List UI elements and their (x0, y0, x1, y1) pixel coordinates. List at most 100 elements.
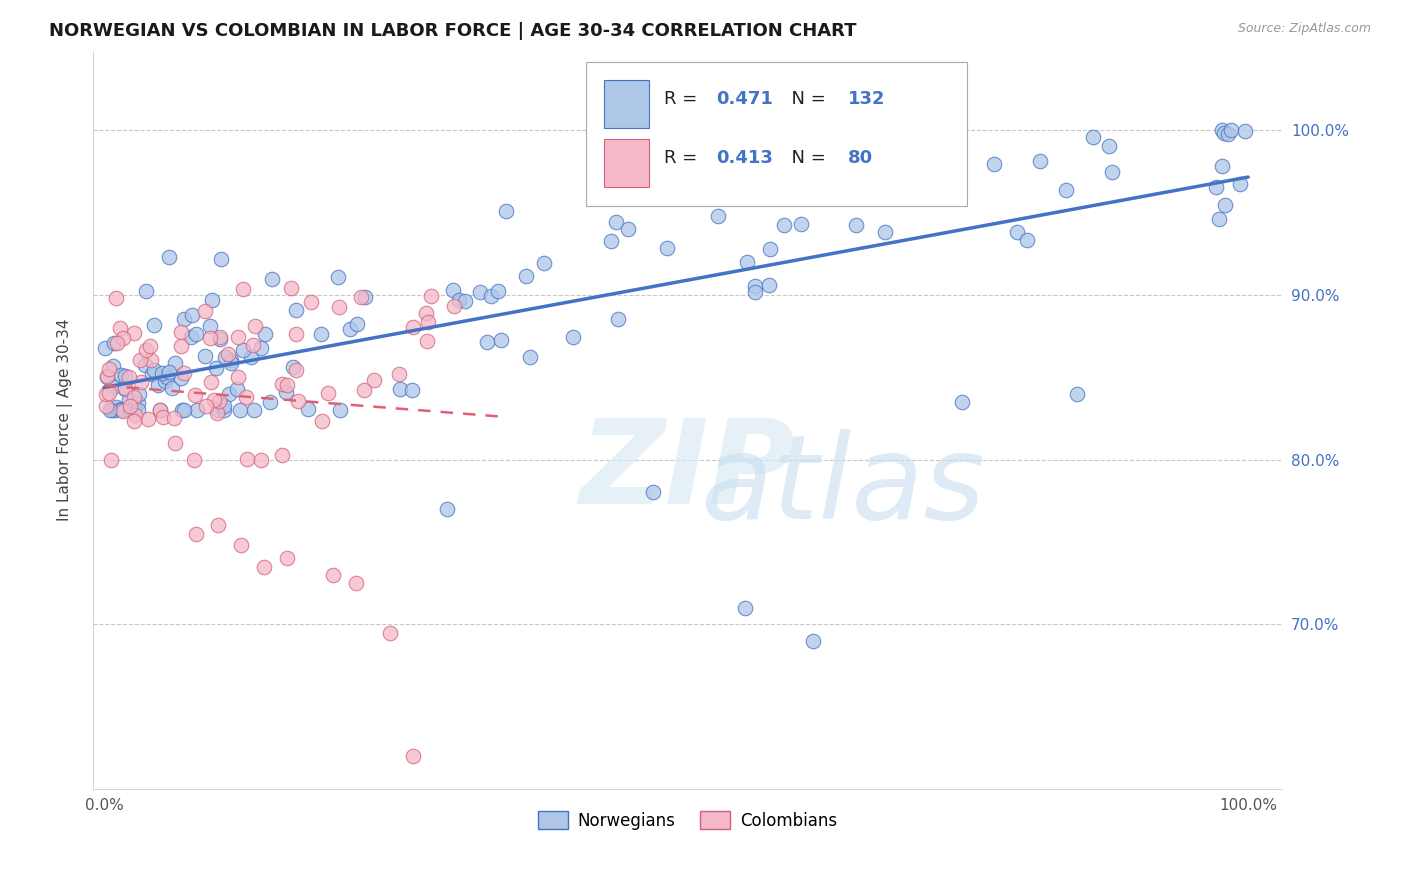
Point (157, 365, 180, 379)
Point (873, 225, 896, 239)
Point (186, 403, 208, 417)
Text: 0.413: 0.413 (716, 149, 773, 167)
Point (143, 318, 166, 333)
Point (207, 518, 229, 533)
Point (605, 215, 627, 229)
Point (378, 625, 401, 640)
Point (240, 351, 263, 365)
Point (111, 403, 134, 417)
Point (204, 361, 226, 376)
Point (454, 293, 477, 308)
Text: R =: R = (664, 90, 703, 108)
Point (94, 341, 117, 355)
Point (848, 146, 870, 161)
Point (180, 330, 202, 344)
Point (758, 278, 780, 293)
Point (475, 334, 498, 349)
Point (122, 414, 145, 428)
Point (194, 303, 217, 318)
Point (100, 452, 122, 467)
Point (1081, 130, 1104, 145)
Point (1205, 180, 1227, 194)
Point (616, 222, 638, 236)
Point (270, 448, 292, 462)
Point (242, 337, 264, 351)
Point (790, 217, 813, 231)
Point (148, 403, 170, 417)
Point (184, 326, 207, 341)
Point (212, 400, 235, 414)
Text: Source: ZipAtlas.com: Source: ZipAtlas.com (1237, 22, 1371, 36)
Point (1066, 386, 1088, 401)
Point (163, 410, 186, 425)
Point (950, 394, 973, 409)
Point (101, 403, 124, 417)
Point (231, 538, 253, 552)
Point (259, 395, 281, 409)
Point (96, 369, 118, 384)
Point (207, 403, 229, 417)
Bar (605, 139, 650, 187)
Point (735, 255, 758, 269)
Point (138, 339, 160, 353)
Point (326, 269, 349, 284)
Point (170, 325, 193, 339)
Point (284, 303, 307, 318)
Point (418, 315, 440, 329)
Point (184, 526, 207, 541)
Point (281, 360, 304, 375)
Point (311, 414, 333, 428)
Point (1211, 159, 1233, 173)
Point (212, 403, 235, 417)
Point (235, 390, 257, 404)
Point (209, 330, 232, 344)
Text: 132: 132 (848, 90, 886, 108)
Point (127, 396, 149, 410)
Point (353, 290, 375, 304)
Point (643, 485, 665, 500)
Point (170, 371, 193, 385)
Point (162, 381, 184, 395)
Point (1017, 233, 1039, 247)
Point (515, 268, 537, 283)
Point (877, 123, 900, 137)
Point (346, 317, 368, 331)
Point (1054, 183, 1077, 197)
Point (173, 312, 195, 326)
Text: NORWEGIAN VS COLOMBIAN IN LABOR FORCE | AGE 30-34 CORRELATION CHART: NORWEGIAN VS COLOMBIAN IN LABOR FORCE | … (49, 22, 856, 40)
Point (533, 256, 555, 270)
Point (201, 293, 224, 308)
Point (402, 319, 425, 334)
Point (388, 368, 411, 382)
Point (184, 388, 207, 402)
Point (139, 353, 162, 368)
Point (94, 399, 117, 413)
Point (114, 381, 136, 395)
Point (274, 384, 297, 399)
Point (1029, 153, 1052, 168)
Point (101, 359, 124, 374)
Point (1213, 198, 1236, 212)
Point (600, 235, 623, 249)
Point (134, 358, 156, 372)
Point (219, 353, 242, 368)
Y-axis label: In Labor Force | Age 30-34: In Labor Force | Age 30-34 (58, 318, 73, 521)
Point (209, 252, 232, 267)
Point (519, 351, 541, 365)
Point (218, 386, 240, 401)
Point (301, 295, 323, 310)
Point (758, 242, 780, 256)
Point (165, 356, 187, 370)
Point (149, 403, 172, 417)
Point (110, 402, 132, 417)
Point (124, 391, 146, 405)
Point (280, 281, 302, 295)
Point (226, 382, 249, 396)
Point (232, 343, 254, 357)
Text: N =: N = (780, 149, 832, 167)
Point (214, 350, 236, 364)
Point (479, 289, 502, 303)
Point (129, 375, 152, 389)
Point (155, 369, 177, 384)
Point (495, 204, 517, 219)
